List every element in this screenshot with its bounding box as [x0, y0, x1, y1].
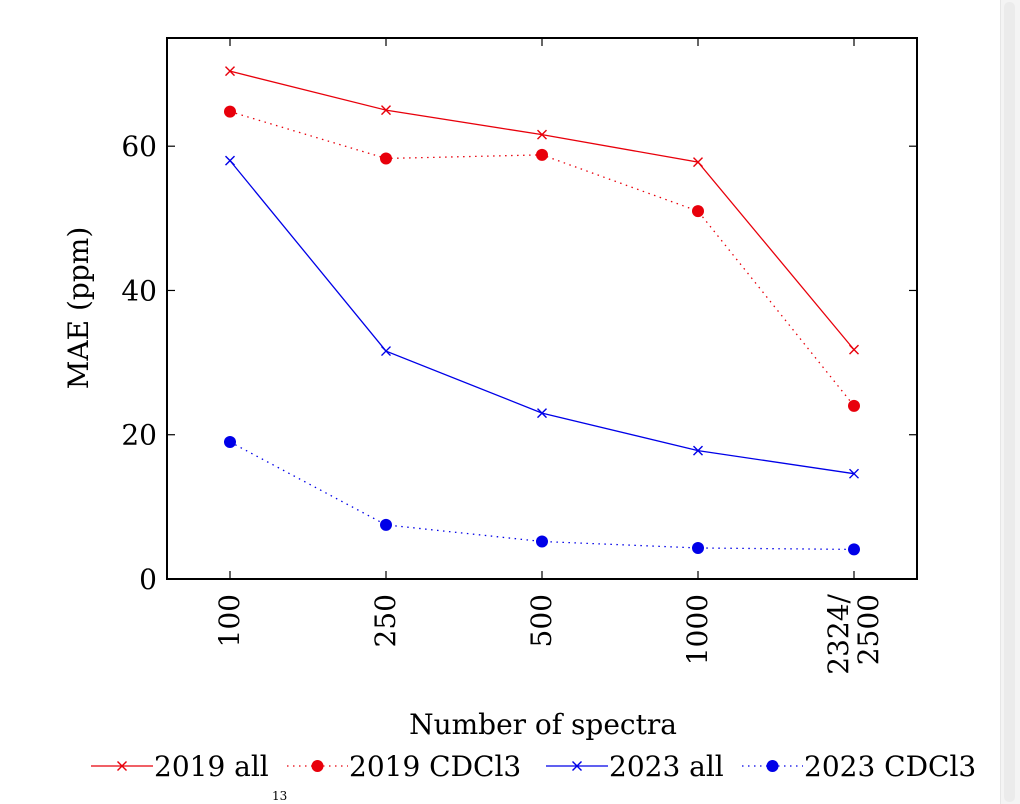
series-line	[229, 441, 855, 551]
series-2019-all	[225, 66, 859, 355]
data-point	[536, 148, 548, 161]
svg-text:2500: 2500	[852, 594, 885, 665]
x-tick-label: 250	[369, 594, 402, 647]
x-tick-label: 500	[525, 594, 558, 647]
data-point	[692, 205, 704, 218]
x-axis-label: Number of spectra	[409, 708, 677, 741]
x-tick-label: 1000	[681, 594, 714, 665]
y-tick-label: 60	[121, 130, 157, 163]
ticks-layer: 0 20 40 60 100 250 500 1000 2324/2500	[121, 38, 917, 675]
data-point	[224, 105, 236, 118]
data-point	[848, 399, 860, 412]
legend-item: 2023 all	[546, 750, 724, 783]
legend-item: 2019 CDCl3	[287, 750, 521, 783]
y-tick-label: 40	[121, 274, 157, 307]
data-point	[225, 155, 235, 166]
series-line	[229, 70, 855, 351]
legend-label: 2019 CDCl3	[349, 750, 521, 783]
series-line	[229, 160, 855, 475]
page-footer-fragment: 13	[272, 789, 288, 803]
y-tick-label: 0	[139, 563, 157, 596]
scrollbar-thumb[interactable]	[1004, 2, 1015, 802]
data-point	[225, 66, 235, 77]
y-tick-label: 20	[121, 419, 157, 452]
legend-marker	[311, 760, 324, 772]
series-2023-cdcl3	[224, 435, 860, 556]
legend-marker	[766, 760, 779, 772]
data-point	[693, 157, 703, 168]
data-point	[537, 408, 547, 419]
legend-item: 2023 CDCl3	[742, 750, 976, 783]
series-2019-cdcl3	[224, 105, 860, 412]
svg-text:2324/: 2324/	[822, 593, 855, 674]
plot-frame	[166, 37, 918, 580]
data-point	[380, 518, 392, 531]
legend-label: 2023 all	[609, 750, 724, 783]
data-point	[380, 152, 392, 165]
x-tick-label: 100	[213, 594, 246, 647]
svg-text:500: 500	[525, 594, 558, 647]
legend-marker	[572, 761, 582, 771]
data-point	[224, 435, 236, 448]
data-point	[692, 541, 704, 554]
series-layer	[224, 66, 860, 556]
data-point	[849, 344, 859, 355]
legend: 2019 all 2019 CDCl3 2023 all 2023 CDCl3	[91, 750, 976, 783]
svg-text:250: 250	[369, 594, 402, 647]
svg-text:100: 100	[213, 594, 246, 647]
data-point	[381, 346, 391, 357]
legend-item: 2019 all	[91, 750, 269, 783]
x-tick-label: 2324/2500	[822, 593, 885, 674]
data-point	[536, 535, 548, 548]
series-2023-all	[225, 155, 859, 479]
data-point	[537, 129, 547, 140]
legend-label: 2019 all	[154, 750, 269, 783]
data-point	[693, 445, 703, 456]
legend-marker	[117, 761, 127, 771]
data-point	[848, 543, 860, 556]
svg-text:1000: 1000	[681, 594, 714, 665]
legend-label: 2023 CDCl3	[804, 750, 976, 783]
y-axis-label: MAE (ppm)	[62, 227, 95, 389]
data-point	[381, 105, 391, 116]
data-point	[849, 468, 859, 479]
